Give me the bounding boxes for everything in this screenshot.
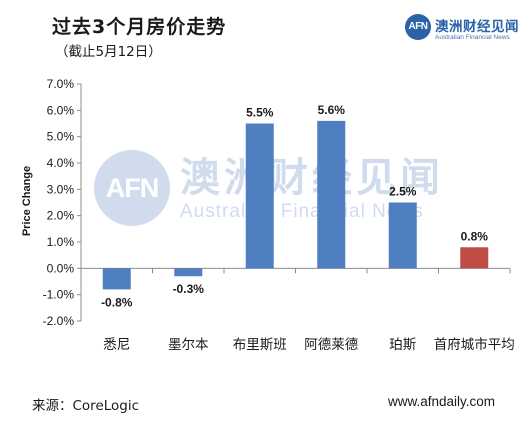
- y-tick-label: 3.0%: [47, 182, 75, 196]
- data-label: 5.5%: [246, 106, 274, 120]
- y-tick-label: 0.0%: [47, 261, 75, 275]
- logo-name-en: Australian Financial News: [435, 34, 510, 41]
- afn-logo: AFN 澳洲财经见闻 Australian Financial News: [405, 12, 519, 52]
- chart-subtitle: （截止5月12日）: [55, 44, 162, 60]
- data-label: -0.3%: [173, 282, 205, 296]
- x-tick-label: 阿德莱德: [304, 337, 358, 353]
- bar: [102, 268, 131, 290]
- y-tick-label: 5.0%: [47, 130, 75, 144]
- y-tick-label: -1.0%: [43, 288, 75, 302]
- source-note: 来源：CoreLogic: [32, 398, 140, 414]
- x-tick-label: 悉尼: [103, 337, 130, 353]
- afn-logo-icon: AFN: [405, 14, 431, 40]
- bar: [174, 268, 203, 277]
- y-tick-label: 1.0%: [47, 235, 75, 249]
- chart-title: 过去3个月房价走势: [52, 16, 227, 38]
- y-tick-label: 6.0%: [47, 103, 75, 117]
- data-label: -0.8%: [101, 295, 133, 309]
- bar: [388, 202, 417, 269]
- data-label: 5.6%: [318, 103, 346, 117]
- bar: [317, 120, 346, 269]
- data-label: 0.8%: [461, 229, 489, 243]
- y-tick-label: 7.0%: [47, 77, 75, 91]
- y-tick-label: 2.0%: [47, 209, 75, 223]
- y-tick-label: -2.0%: [43, 314, 75, 328]
- y-tick-label: 4.0%: [47, 156, 75, 170]
- bar: [245, 123, 274, 269]
- x-tick-label: 墨尔本: [168, 337, 209, 353]
- website-link[interactable]: www.afndaily.com: [388, 394, 496, 409]
- data-label: 2.5%: [389, 185, 417, 199]
- logo-name-cn: 澳洲财经见闻: [435, 19, 519, 35]
- x-tick-label: 珀斯: [389, 337, 416, 353]
- x-tick-label: 布里斯班: [233, 337, 287, 353]
- bar: [460, 247, 489, 269]
- x-tick-label: 首府城市平均: [434, 336, 515, 353]
